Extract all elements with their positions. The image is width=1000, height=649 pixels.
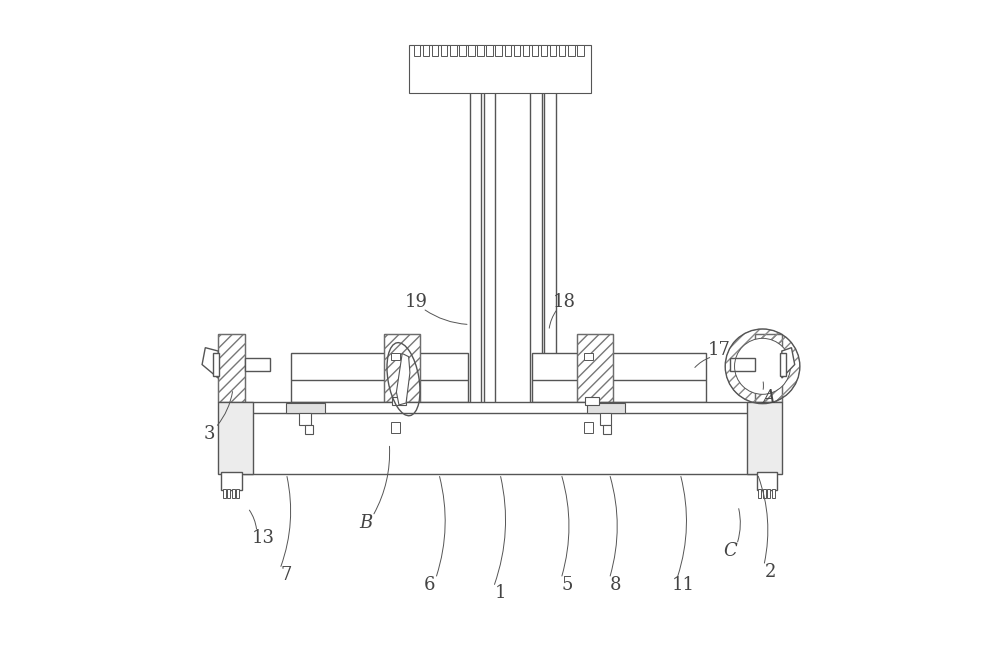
Bar (391, 422, 400, 433)
Text: 13: 13 (252, 529, 275, 547)
Bar (299, 413, 311, 425)
Text: B: B (360, 513, 373, 532)
Bar (577, 334, 613, 402)
Bar (221, 472, 242, 490)
Bar (514, 45, 520, 56)
Bar (477, 45, 484, 56)
Bar (486, 45, 493, 56)
Text: 2: 2 (765, 563, 776, 582)
Bar (730, 358, 755, 371)
Bar (450, 45, 457, 56)
Text: A: A (762, 389, 775, 408)
Bar (780, 353, 786, 376)
Bar (414, 45, 420, 56)
Bar (541, 45, 547, 56)
Bar (747, 402, 782, 474)
Bar (587, 403, 625, 413)
Polygon shape (202, 348, 218, 378)
Text: 5: 5 (562, 576, 573, 594)
Bar (423, 45, 429, 56)
Bar (755, 334, 782, 402)
Bar (223, 489, 226, 498)
Bar (218, 334, 245, 402)
Bar (243, 402, 757, 474)
Bar (432, 45, 438, 56)
Text: 3: 3 (203, 425, 215, 443)
Bar (505, 45, 511, 56)
Bar (392, 397, 406, 405)
Bar (236, 489, 239, 498)
Bar (391, 354, 400, 360)
Text: 1: 1 (494, 585, 506, 602)
Bar (245, 358, 270, 371)
Bar (218, 402, 253, 474)
Circle shape (735, 338, 791, 395)
Text: C: C (723, 542, 737, 560)
Bar (577, 334, 613, 402)
Bar (603, 425, 611, 434)
Bar (550, 45, 556, 56)
Bar (468, 45, 475, 56)
Bar (305, 425, 313, 434)
Bar (227, 489, 230, 498)
Bar (495, 45, 502, 56)
Bar (232, 489, 235, 498)
Bar (532, 45, 538, 56)
Bar (584, 354, 593, 360)
Bar (384, 334, 420, 402)
Bar (286, 403, 325, 413)
Bar (459, 45, 466, 56)
Bar (600, 413, 611, 425)
Bar (585, 397, 599, 405)
Text: 8: 8 (610, 576, 622, 594)
Bar (763, 489, 766, 498)
Bar (244, 403, 756, 472)
Bar (384, 334, 420, 402)
Bar (767, 489, 770, 498)
Bar (758, 489, 761, 498)
Bar (441, 45, 447, 56)
Bar (568, 45, 575, 56)
Bar (523, 45, 529, 56)
Polygon shape (782, 348, 795, 378)
Bar (757, 472, 777, 490)
Bar (584, 422, 593, 433)
Text: 6: 6 (423, 576, 435, 594)
Text: 7: 7 (281, 567, 292, 585)
Bar (409, 45, 591, 93)
Polygon shape (396, 354, 410, 405)
Bar (291, 354, 468, 402)
Text: 17: 17 (707, 341, 730, 360)
Bar (559, 45, 565, 56)
Bar (213, 353, 219, 376)
Text: 18: 18 (553, 293, 576, 311)
Bar (218, 334, 245, 402)
Bar (532, 354, 706, 402)
Bar (577, 45, 584, 56)
Text: 11: 11 (672, 576, 695, 594)
Text: 19: 19 (405, 293, 428, 311)
Bar (772, 489, 775, 498)
Bar (755, 334, 782, 402)
